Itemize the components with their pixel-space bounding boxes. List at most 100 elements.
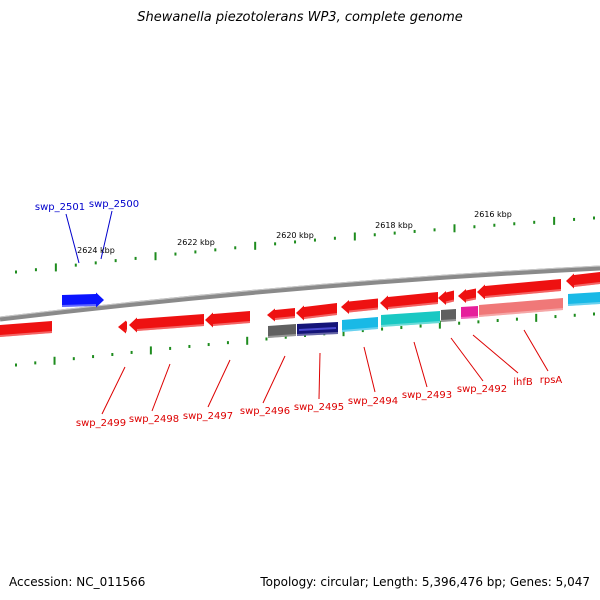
tick-inner bbox=[381, 327, 384, 331]
gene-edge-top bbox=[566, 272, 600, 289]
gene-swp_2501-shade bbox=[61, 304, 97, 307]
ticks-inner bbox=[15, 312, 595, 367]
tick-inner-major bbox=[246, 336, 249, 345]
tick-outer bbox=[393, 231, 396, 235]
gene-swp_2496 bbox=[268, 324, 296, 338]
gene-label-rpsA[interactable]: rpsA bbox=[540, 375, 563, 386]
tick-inner bbox=[226, 341, 229, 345]
tick-inner-major bbox=[342, 328, 345, 337]
tick-inner bbox=[361, 329, 364, 333]
gene-swp_2501 bbox=[62, 292, 104, 308]
ruler-label: 2618 kbp bbox=[375, 221, 413, 230]
tick-outer bbox=[294, 240, 297, 244]
tick-inner bbox=[92, 355, 95, 359]
tick-inner-major bbox=[438, 320, 441, 329]
genome-title: Shewanella piezotolerans WP3, complete g… bbox=[137, 10, 463, 25]
gene-swp_2495-shade bbox=[296, 332, 339, 336]
gene-swp_2493 bbox=[381, 311, 440, 327]
connector-swp_2501 bbox=[65, 213, 80, 264]
tick-inner bbox=[496, 319, 499, 322]
gene-label-swp_2498[interactable]: swp_2498 bbox=[129, 414, 179, 425]
tick-inner-major bbox=[149, 346, 152, 355]
genome-backbone bbox=[0, 265, 600, 322]
ruler-label: 2620 kbp bbox=[276, 231, 314, 240]
tick-outer bbox=[513, 222, 516, 226]
gene-swp_2496-top-shade bbox=[274, 316, 296, 320]
tick-outer bbox=[413, 229, 416, 233]
tick-inner-major bbox=[535, 313, 538, 322]
tick-inner bbox=[573, 313, 576, 317]
gene-label-swp_2500[interactable]: swp_2500 bbox=[89, 199, 139, 210]
connector-swp_2497 bbox=[207, 359, 231, 408]
tick-inner bbox=[515, 317, 518, 321]
gene-swp_2496-top bbox=[267, 308, 295, 322]
tick-outer bbox=[174, 252, 177, 256]
gene-swp_2494-top-shade bbox=[348, 307, 379, 313]
tick-inner bbox=[284, 335, 287, 339]
gene-track bbox=[0, 272, 600, 338]
tick-outer bbox=[234, 246, 237, 250]
ruler-label: 2622 kbp bbox=[177, 238, 215, 247]
tick-outer-major bbox=[54, 263, 57, 272]
tick-outer bbox=[74, 263, 77, 267]
gene-label-swp_2492[interactable]: swp_2492 bbox=[457, 384, 507, 395]
gene-label-swp_2493[interactable]: swp_2493 bbox=[402, 390, 452, 401]
ticks-outer bbox=[15, 216, 595, 274]
gene-ihfB-top-shade bbox=[465, 297, 477, 302]
tick-inner bbox=[458, 321, 461, 325]
tick-inner bbox=[34, 361, 37, 365]
gene-swp_2496-shade bbox=[267, 334, 297, 338]
footer-info: Topology: circular; Length: 5,396,476 bp… bbox=[260, 575, 590, 589]
connector-swp_2499 bbox=[101, 366, 126, 415]
gene-label-swp_2494[interactable]: swp_2494 bbox=[348, 396, 398, 407]
tick-outer bbox=[493, 223, 496, 227]
footer-accession: Accession: NC_011566 bbox=[9, 575, 146, 589]
tick-outer bbox=[134, 256, 137, 260]
gene-edge-left-shade bbox=[0, 331, 53, 337]
tick-outer bbox=[313, 238, 316, 242]
gene-labels: swp_2501 swp_2500 swp_2499 swp_2498 swp_… bbox=[35, 199, 563, 429]
gene-label-swp_2501[interactable]: swp_2501 bbox=[35, 202, 85, 213]
gene-swp_2498-shade bbox=[136, 324, 205, 331]
gene-label-swp_2499[interactable]: swp_2499 bbox=[76, 418, 126, 429]
tick-outer bbox=[94, 261, 97, 265]
tick-inner bbox=[72, 357, 75, 361]
gene-swp_2499-shade bbox=[125, 329, 128, 332]
tick-inner bbox=[477, 320, 480, 324]
tick-outer bbox=[373, 233, 376, 237]
connector-swp_2496 bbox=[262, 355, 286, 404]
tick-inner bbox=[169, 346, 172, 350]
tick-outer-major bbox=[254, 241, 257, 250]
gene-swp_2497-shade bbox=[212, 321, 251, 326]
connector-swp_2493 bbox=[413, 341, 428, 388]
gene-edge-top-shade bbox=[573, 282, 600, 287]
tick-outer bbox=[15, 270, 17, 274]
gene-rpsA-top bbox=[477, 279, 561, 300]
tick-inner bbox=[111, 353, 114, 356]
connector-swp_2498 bbox=[151, 363, 171, 412]
gene-swp_2499 bbox=[118, 320, 127, 334]
tick-outer bbox=[34, 268, 37, 272]
tick-outer-major bbox=[453, 224, 456, 233]
tick-outer bbox=[593, 216, 595, 220]
tick-outer bbox=[114, 259, 117, 263]
gene-label-swp_2496[interactable]: swp_2496 bbox=[240, 406, 290, 417]
gene-swp_2495-stripe bbox=[298, 327, 337, 331]
gene-rpsA-shade bbox=[478, 308, 564, 317]
tick-outer bbox=[533, 220, 536, 224]
tick-outer bbox=[433, 228, 436, 232]
tick-outer-major bbox=[353, 232, 356, 241]
gene-label-ihfB[interactable]: ihfB bbox=[513, 377, 533, 388]
ruler-label: 2624 kbp bbox=[77, 246, 115, 255]
gene-swp_2492-top-shade bbox=[445, 299, 455, 304]
tick-inner bbox=[265, 337, 268, 341]
gene-edge-right bbox=[568, 292, 600, 306]
gene-swp_2493-top-shade bbox=[387, 302, 439, 309]
gene-label-swp_2495[interactable]: swp_2495 bbox=[294, 402, 344, 413]
ruler-label: 2616 kbp bbox=[474, 210, 512, 219]
tick-outer bbox=[214, 248, 217, 252]
gene-swp_2495-top-shade bbox=[303, 313, 338, 319]
gene-label-swp_2497[interactable]: swp_2497 bbox=[183, 411, 233, 422]
tick-inner-major bbox=[53, 356, 56, 365]
